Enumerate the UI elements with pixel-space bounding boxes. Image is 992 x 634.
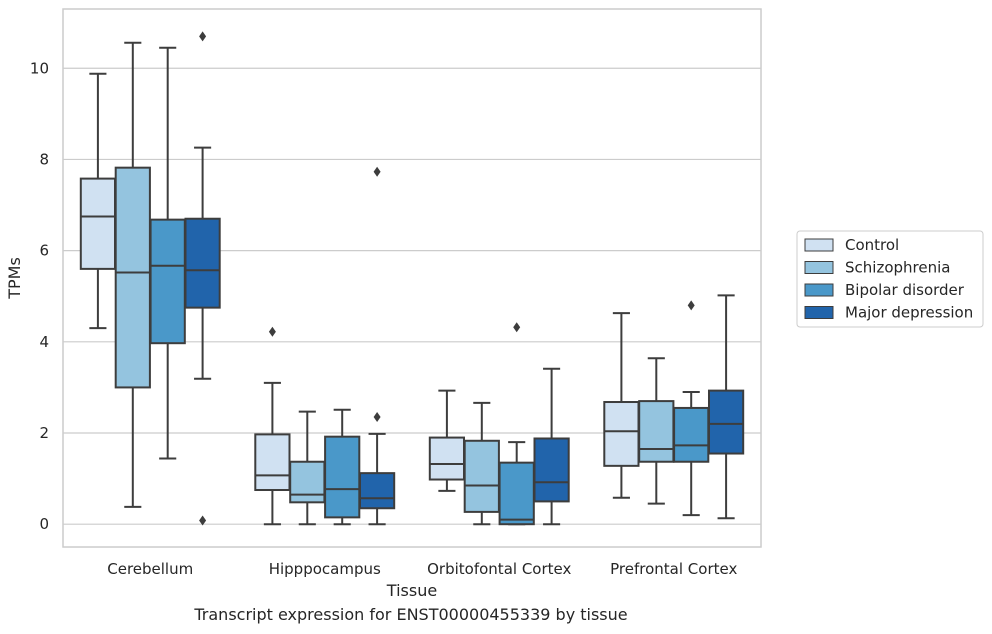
x-axis-label: Tissue xyxy=(386,581,437,600)
legend: Control Schizophrenia Bipolar disorder Majo… xyxy=(796,230,984,328)
y-tick-label: 2 xyxy=(39,424,49,442)
legend-label: Major depression xyxy=(845,304,973,322)
outlier-point xyxy=(268,326,276,337)
box-iqr xyxy=(533,437,570,503)
box-iqr xyxy=(673,406,710,463)
box-control xyxy=(603,312,640,499)
box-major-depression xyxy=(707,294,745,520)
plot-frame xyxy=(62,8,762,548)
box-iqr xyxy=(324,435,361,519)
box-bipolar-disorder xyxy=(498,322,535,526)
box-iqr xyxy=(79,177,117,270)
legend-label: Schizophrenia xyxy=(845,259,950,277)
legend-swatch xyxy=(804,261,834,274)
box-iqr xyxy=(254,433,291,492)
legend-swatch xyxy=(804,283,834,297)
box-schizophrenia xyxy=(638,357,675,505)
outlier-point xyxy=(199,31,207,42)
box-iqr xyxy=(498,461,535,526)
box-schizophrenia xyxy=(289,410,326,526)
box-bipolar-disorder xyxy=(673,300,710,517)
y-tick-label: 10 xyxy=(30,59,49,77)
box-bipolar-disorder xyxy=(149,46,186,460)
box-bipolar-disorder xyxy=(324,408,361,526)
y-tick-label: 0 xyxy=(39,515,49,533)
legend-label: Bipolar disorder xyxy=(845,281,965,299)
outlier-point xyxy=(687,300,695,311)
x-tick-label: Orbitofontal Cortex xyxy=(427,560,571,578)
legend-swatch xyxy=(804,306,834,319)
outlier-point xyxy=(199,515,207,526)
box-schizophrenia xyxy=(114,41,151,508)
box-control xyxy=(428,389,466,492)
box-iqr xyxy=(149,218,186,345)
legend-label: Control xyxy=(845,236,899,254)
box-iqr xyxy=(358,472,396,510)
outlier-point xyxy=(373,166,381,177)
box-major-depression xyxy=(358,166,396,526)
legend-frame xyxy=(796,230,984,328)
box-major-depression xyxy=(184,31,221,526)
box-major-depression xyxy=(533,367,570,526)
box-iqr xyxy=(428,436,466,481)
outlier-point xyxy=(373,412,381,423)
x-tick-label: Prefrontal Cortex xyxy=(610,560,737,578)
box-iqr xyxy=(463,439,500,513)
box-iqr xyxy=(184,217,221,309)
box-iqr xyxy=(114,166,151,389)
x-tick-labels: Cerebellum Hipppocampus Orbitofontal Corte… xyxy=(107,560,737,578)
figure-caption: Transcript expression for ENST0000045533… xyxy=(194,605,628,624)
box-iqr xyxy=(603,401,640,467)
box-iqr xyxy=(707,389,745,455)
y-tick-label: 8 xyxy=(39,150,49,168)
box-control xyxy=(79,72,117,330)
box-iqr xyxy=(638,400,675,463)
box-plots xyxy=(79,31,745,526)
box-schizophrenia xyxy=(463,401,500,526)
x-tick-label: Cerebellum xyxy=(107,560,193,578)
y-tick-label: 6 xyxy=(39,242,49,260)
x-tick-label: Hipppocampus xyxy=(269,560,381,578)
legend-swatch xyxy=(804,238,834,252)
y-axis-label: TPMs xyxy=(5,257,24,300)
y-tick-label: 4 xyxy=(39,333,49,351)
box-control xyxy=(254,326,291,526)
box-iqr xyxy=(289,460,326,504)
y-tick-labels: 0 2 4 6 8 10 xyxy=(30,59,49,533)
outlier-point xyxy=(513,322,521,333)
